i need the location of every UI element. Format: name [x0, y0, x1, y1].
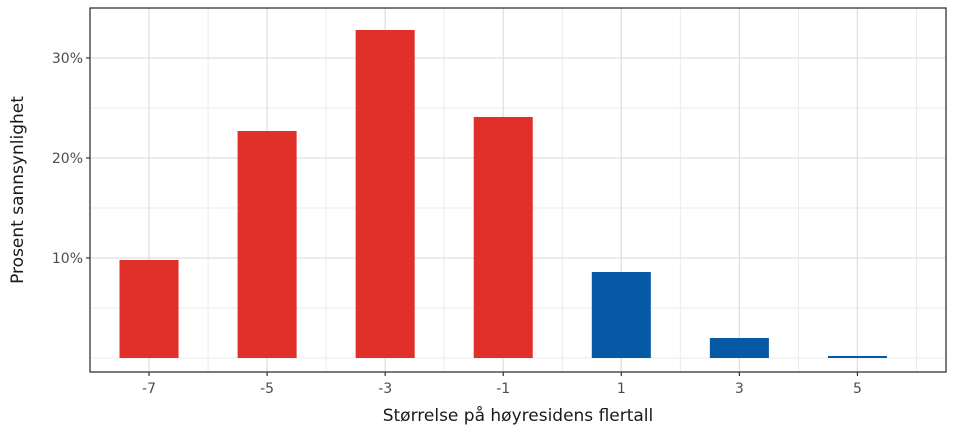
y-axis-title: Prosent sannsynlighet — [8, 96, 28, 284]
x-tick-label: 3 — [735, 381, 744, 397]
bar-1 — [591, 272, 651, 358]
x-tick-label: -7 — [142, 381, 156, 397]
x-axis: -7 -5 -3 -1 1 3 5 — [142, 372, 862, 397]
bar-3 — [709, 338, 769, 358]
y-axis: 10% 20% 30% — [52, 51, 90, 267]
x-tick-label: -3 — [378, 381, 392, 397]
bar--3 — [355, 30, 415, 358]
x-tick-label: -1 — [496, 381, 510, 397]
bar--1 — [473, 117, 533, 358]
x-tick-label: -5 — [260, 381, 274, 397]
y-tick-label: 10% — [52, 251, 83, 267]
x-tick-label: 1 — [617, 381, 626, 397]
y-tick-label: 30% — [52, 51, 83, 67]
bar--5 — [237, 131, 297, 358]
plot-panel-border — [89, 7, 947, 373]
x-axis-title: Størrelse på høyresidens flertall — [383, 405, 654, 426]
y-tick-label: 20% — [52, 151, 83, 167]
bars — [119, 30, 887, 358]
bar-5 — [827, 356, 887, 358]
x-tick-label: 5 — [853, 381, 862, 397]
bar--7 — [119, 260, 179, 358]
